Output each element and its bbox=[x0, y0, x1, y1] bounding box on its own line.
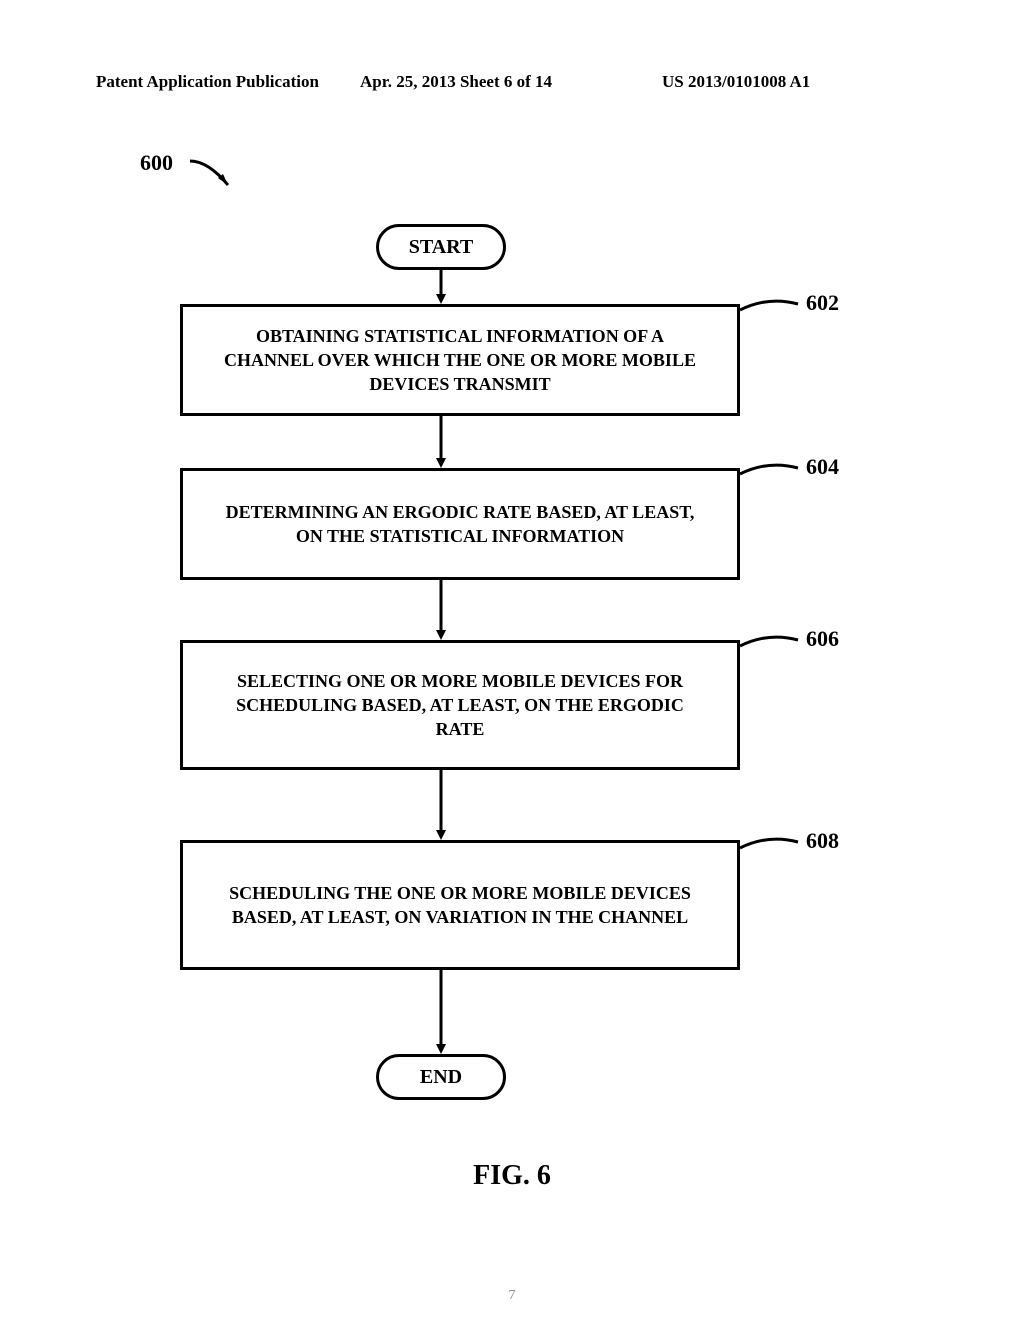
step-label: 602 bbox=[806, 290, 839, 316]
process-step-608: SCHEDULING THE ONE OR MORE MOBILE DEVICE… bbox=[180, 840, 740, 970]
process-step-602: OBTAINING STATISTICAL INFORMATION OF A C… bbox=[180, 304, 740, 416]
leader-line bbox=[738, 632, 808, 662]
step-label: 608 bbox=[806, 828, 839, 854]
step-label: 606 bbox=[806, 626, 839, 652]
end-node: END bbox=[376, 1054, 506, 1100]
header-right: US 2013/0101008 A1 bbox=[662, 72, 810, 92]
figure-reference-arrow bbox=[188, 155, 238, 195]
leader-line bbox=[738, 834, 808, 864]
flow-arrow bbox=[436, 270, 446, 304]
start-node: START bbox=[376, 224, 506, 270]
process-step-604: DETERMINING AN ERGODIC RATE BASED, AT LE… bbox=[180, 468, 740, 580]
step-label: 604 bbox=[806, 454, 839, 480]
figure-reference-number: 600 bbox=[140, 150, 173, 176]
leader-line bbox=[738, 460, 808, 490]
flow-arrow bbox=[436, 580, 446, 640]
page: Patent Application Publication Apr. 25, … bbox=[0, 0, 1024, 1320]
header-left: Patent Application Publication bbox=[96, 72, 319, 92]
header-center: Apr. 25, 2013 Sheet 6 of 14 bbox=[360, 72, 552, 92]
flow-arrow bbox=[436, 770, 446, 840]
figure-caption: FIG. 6 bbox=[0, 1160, 1024, 1192]
process-step-606: SELECTING ONE OR MORE MOBILE DEVICES FOR… bbox=[180, 640, 740, 770]
page-number: 7 bbox=[0, 1288, 1024, 1304]
flow-arrow bbox=[436, 970, 446, 1054]
leader-line bbox=[738, 296, 808, 326]
flow-arrow bbox=[436, 416, 446, 468]
